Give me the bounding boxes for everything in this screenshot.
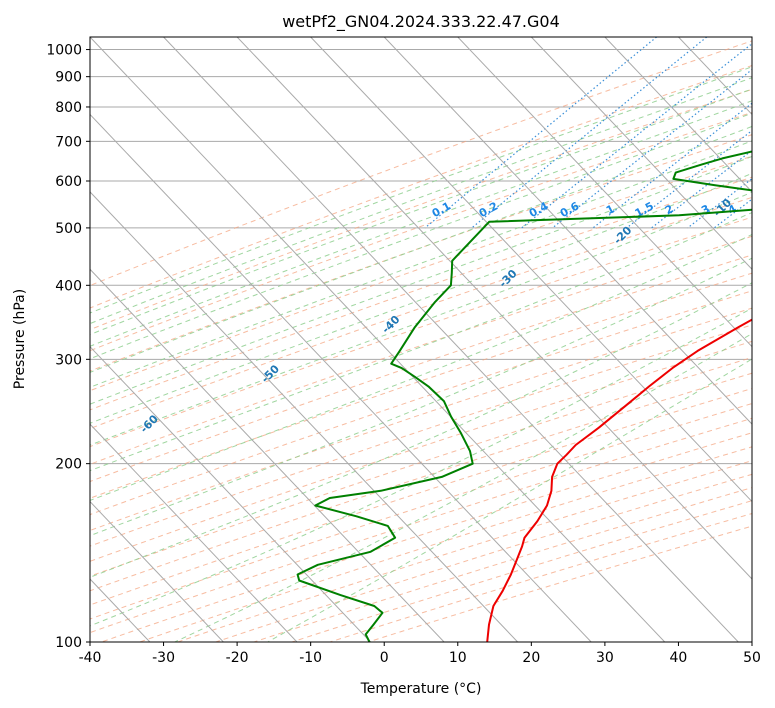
isotherm-line	[310, 37, 752, 503]
isotherm-line	[604, 37, 752, 193]
isotherm-line	[90, 37, 666, 642]
y-tick-label: 100	[55, 635, 82, 651]
x-tick-label: -30	[152, 650, 175, 666]
y-tick-label: 200	[55, 457, 82, 473]
isotherm-line	[163, 37, 739, 642]
x-tick-label: 50	[743, 650, 761, 666]
background-lines: 0.10.20.40.611.52346810131620253036-100-…	[0, 37, 775, 642]
y-tick-label: 900	[55, 70, 82, 86]
x-tick-label: 0	[380, 650, 389, 666]
temperature-line	[486, 318, 752, 642]
dewpoint-line	[296, 150, 752, 642]
isotherm-line	[90, 500, 224, 642]
mixing-ratio-line	[471, 37, 708, 229]
moist-adiabats	[90, 66, 752, 642]
mixing-ratio-line	[521, 42, 752, 229]
dry-adiabat-line	[90, 134, 752, 372]
x-tick-label: -20	[226, 650, 249, 666]
dry-adiabat-line	[90, 40, 752, 287]
chart-title: wetPf2_GN04.2024.333.22.47.G04	[282, 12, 560, 32]
dry-adiabat-line	[90, 340, 752, 562]
isotherm-line	[90, 268, 445, 642]
isotherm-line	[530, 37, 752, 271]
moist-adiabat-line	[90, 282, 752, 578]
y-tick-label: 800	[55, 100, 82, 116]
sounding-series	[296, 150, 752, 642]
dry-adiabat-line	[90, 324, 752, 547]
x-tick-label: 10	[449, 650, 467, 666]
y-tick-label: 600	[55, 174, 82, 190]
dry-adiabat-line	[90, 65, 752, 309]
dry-adiabat-line	[90, 290, 752, 516]
isotherms	[0, 37, 752, 642]
moist-adiabat-line	[90, 172, 752, 424]
y-tick-label: 300	[55, 352, 82, 368]
dry-adiabat-line	[90, 387, 752, 606]
y-tick-label: 500	[55, 221, 82, 237]
plot-background	[90, 37, 752, 642]
isotherm-line	[90, 345, 371, 642]
mixing-ratio-line	[687, 177, 752, 229]
isotherm-line	[90, 113, 592, 642]
moist-adiabat-line	[90, 191, 752, 446]
moist-adiabat-line	[90, 211, 752, 472]
moist-adiabat-line	[90, 307, 752, 627]
isotherm-line	[751, 37, 752, 38]
isotherm-label: -70	[14, 465, 37, 488]
y-tick-label: 400	[55, 278, 82, 294]
isobars	[90, 49, 752, 642]
y-axis: 100 200 300 400 500 600 700 800 900 1000	[46, 43, 90, 651]
x-tick-label: 30	[596, 650, 614, 666]
moist-adiabat-line	[90, 234, 752, 501]
plot-frame	[89, 36, 753, 643]
y-axis-title: Pressure (hPa)	[12, 289, 28, 389]
isotherm-line	[457, 37, 752, 348]
dry-adiabat-line	[90, 155, 752, 392]
isotherm-line	[90, 191, 519, 642]
mixing-ratio-line	[592, 102, 752, 229]
dry-adiabat-line	[90, 196, 752, 430]
isotherm-line	[236, 37, 752, 580]
dry-adiabats	[90, 40, 752, 642]
mixing-ratio-line	[753, 37, 775, 228]
dry-adiabat-line	[90, 372, 752, 592]
isotherm-line	[90, 423, 298, 642]
dry-adiabat-line	[90, 176, 752, 411]
x-tick-label: -10	[299, 650, 322, 666]
moist-adiabat-line	[267, 358, 752, 642]
dry-adiabat-line	[90, 235, 752, 465]
isotherm-line	[0, 37, 3, 642]
x-tick-label: -40	[79, 650, 102, 666]
moist-adiabat-line	[90, 112, 752, 360]
y-tick-label: 700	[55, 134, 82, 150]
x-axis-title: Temperature (°C)	[360, 681, 482, 697]
moist-adiabat-line	[90, 88, 752, 336]
mixing-ratio-label: 6	[765, 202, 775, 217]
x-tick-label: 20	[522, 650, 540, 666]
y-tick-label: 1000	[46, 43, 82, 59]
isotherm-line	[383, 37, 752, 425]
x-tick-label: 40	[670, 650, 688, 666]
x-axis: -40 -30 -20 -10 0 10 20 30 40 50	[79, 642, 761, 666]
moist-adiabat-line	[174, 333, 752, 642]
